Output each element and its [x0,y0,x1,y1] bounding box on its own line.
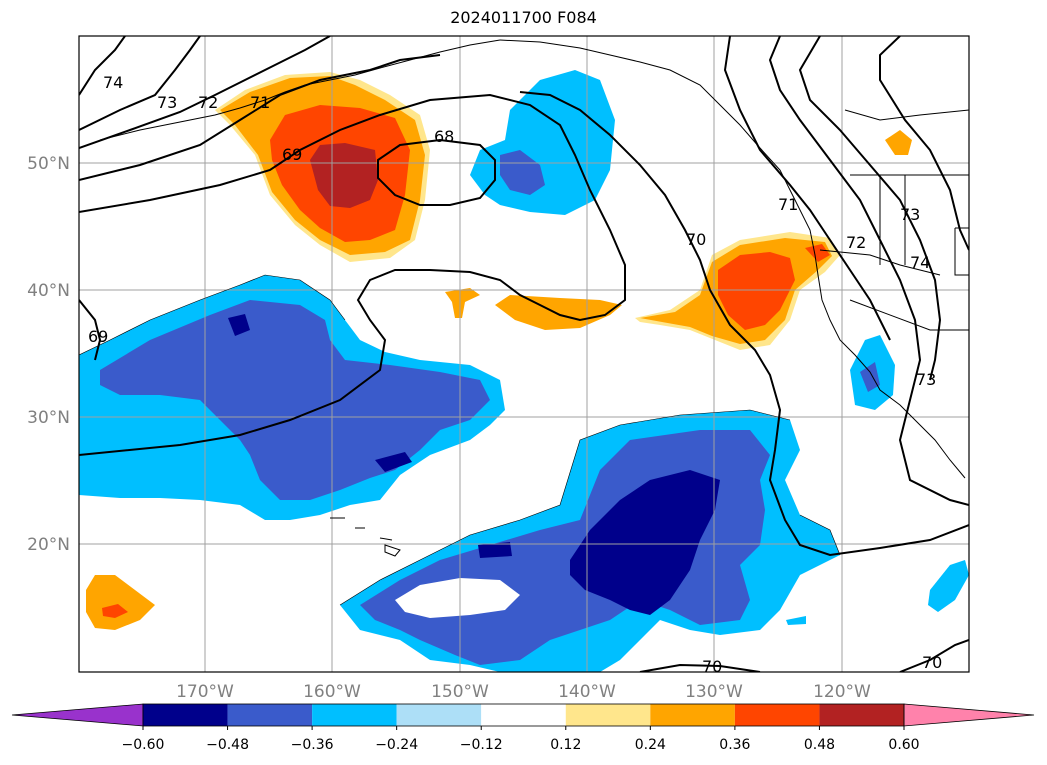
pos-area-california-red2 [805,244,830,262]
neg-area-central-west-core1 [228,314,250,336]
lon-label-170w: 170°W [176,682,234,702]
colorbar-box [143,704,228,726]
colorbar-tick-label: −0.24 [375,737,418,753]
lon-label-140w: 140°W [558,682,616,702]
colorbar-box [734,704,820,726]
neg-area-south-core [570,470,720,615]
colorbar-frame [142,703,905,727]
pos-area-central-strip [495,295,622,330]
colorbar-box [396,704,482,726]
colorbar-tick-label: −0.60 [122,737,165,753]
neg-area-far-right [928,560,969,612]
neg-area-small-dot [786,616,806,625]
colorbar-box [312,704,397,726]
contour-label-73-e2: 73 [916,370,936,389]
contour-label-71-w: 71 [250,93,270,112]
colorbar-box [565,704,651,726]
colorbar-tick-label: 0.12 [550,737,581,753]
neg-area-california-core [860,362,880,392]
contour-label-70-se: 70 [922,653,942,672]
contour-label-69-w: 69 [282,145,302,164]
lat-label-20: 20°N [27,535,70,555]
contour-label-73-w: 73 [157,93,177,112]
pos-area-northwest-core [310,143,378,208]
contour-label-73-e: 73 [900,205,920,224]
colorbar-tick-label: 0.60 [888,737,919,753]
contour-labels: 74 73 72 71 69 68 70 69 71 72 73 74 73 7… [88,73,942,676]
colorbar-tick-label: 0.36 [719,737,750,753]
neg-area-gulf-alaska [470,70,615,215]
colorbar-tick-label: 0.24 [635,737,666,753]
colorbar-box [650,704,735,726]
colorbar: −0.60 −0.48 −0.36 −0.24 −0.12 0.12 0.24 0.36 0.4… [11,703,1035,753]
pos-area-southwest-red [102,604,128,618]
lat-label-40: 40°N [27,281,70,301]
neg-area-central-west-mid [100,300,490,500]
colorbar-box [481,704,566,726]
map-fields [79,36,969,672]
colorbar-tick-label: −0.48 [206,737,249,753]
shading-outlines [79,274,841,606]
height-contours [79,36,969,672]
colorbar-tick-label: −0.12 [460,737,503,753]
neg-area-central-west-core2 [375,452,412,472]
pos-area-california-red [718,252,795,330]
lon-label-150w: 150°W [431,682,489,702]
map-frame [78,35,970,673]
colorbar-tick-label: −0.36 [291,737,334,753]
neg-area-south-core2 [478,542,512,558]
lat-label-30: 30°N [27,408,70,428]
contour-label-70-s: 70 [702,657,722,676]
pos-area-southwest [86,575,155,630]
latitude-labels: 50°N 40°N 30°N 20°N [27,154,70,555]
lat-label-50: 50°N [27,154,70,174]
contour-label-72-e: 72 [846,233,866,252]
lon-label-160w: 160°W [303,682,361,702]
pos-area-small-triangle [445,288,480,318]
colorbar-box [819,704,904,726]
colorbar-extend-low [11,703,144,727]
contour-label-74-w: 74 [103,73,123,92]
colorbar-tick-label: 0.48 [804,737,835,753]
lon-label-130w: 130°W [685,682,743,702]
contour-label-68: 68 [434,127,454,146]
neg-area-gulf-alaska-core [500,150,545,195]
contour-label-72-w: 72 [198,93,218,112]
contour-label-74-e: 74 [910,253,930,272]
longitude-labels: 170°W 160°W 150°W 140°W 130°W 120°W [176,682,871,702]
contour-label-70-c: 70 [686,230,706,249]
colorbar-extend-high [903,703,1035,727]
contour-label-69-far-w: 69 [88,327,108,346]
neg-area-south-hole [395,578,520,618]
pos-area-canada [885,130,912,155]
contour-label-71-e: 71 [778,195,798,214]
colorbar-box [227,704,313,726]
lon-label-120w: 120°W [813,682,871,702]
map-title: 2024011700 F084 [450,8,597,27]
